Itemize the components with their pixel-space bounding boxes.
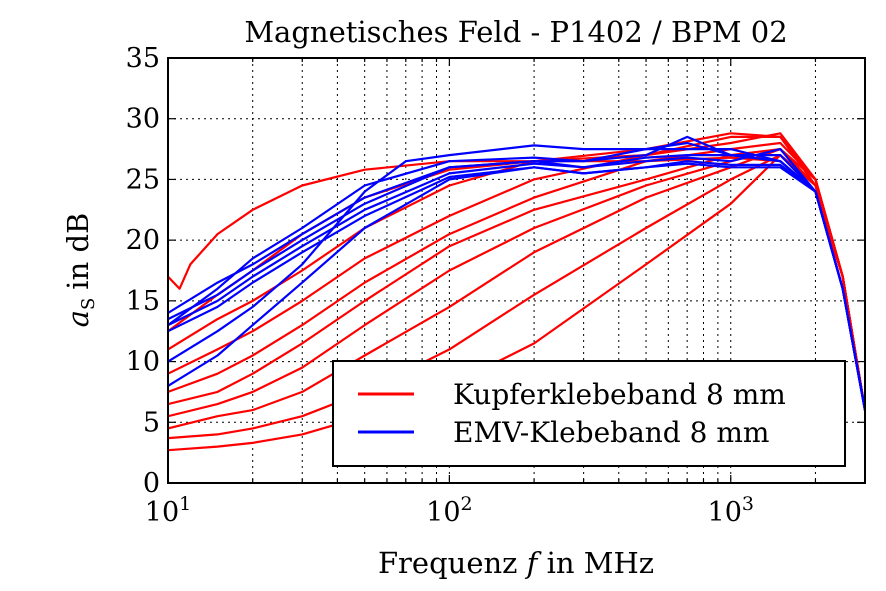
y-tick-label: 15 — [126, 286, 160, 317]
x-tick-label-base: 10 — [145, 497, 179, 528]
y-axis-label-suffix: in dB — [61, 213, 95, 290]
series-line-kupfer-8 — [168, 154, 865, 440]
series-group — [168, 132, 865, 452]
plot-frame — [167, 57, 866, 484]
series-line-emv-13 — [168, 148, 865, 412]
x-tick-label: 102 — [426, 493, 472, 528]
chart-title: Magnetisches Feld - P1402 / BPM 02 — [244, 15, 787, 49]
y-tick-label: 0 — [143, 468, 160, 499]
x-tick-label-exponent: 1 — [179, 493, 191, 515]
y-axis-label-subscript: S — [78, 298, 99, 310]
legend-label-kupfer: Kupferklebeband 8 mm — [453, 378, 786, 411]
x-tick-label-base: 10 — [426, 497, 460, 528]
legend: Kupferklebeband 8 mm EMV-Klebeband 8 mm — [332, 360, 846, 467]
y-tick-labels: 0 5 10 15 20 25 30 35 — [126, 43, 160, 499]
y-tick-label: 35 — [126, 43, 160, 74]
legend-label-emv: EMV-Klebeband 8 mm — [453, 416, 769, 449]
x-tick-label: 101 — [145, 493, 191, 528]
series-line-emv-15 — [168, 162, 865, 412]
x-axis-label: Frequenz f in MHz — [378, 546, 654, 580]
x-tick-label-base: 10 — [708, 497, 742, 528]
y-axis-label-variable: a — [61, 310, 95, 327]
x-axis-label-suffix: in MHz — [547, 546, 654, 580]
y-tick-label: 30 — [126, 104, 160, 135]
y-axis-label: aSin dB — [61, 213, 99, 328]
x-tick-labels: 101 102 103 — [145, 493, 754, 528]
y-tick-label: 20 — [126, 225, 160, 256]
y-tick-label: 10 — [126, 347, 160, 378]
y-tick-label: 5 — [143, 407, 160, 438]
series-line-emv-16 — [168, 141, 865, 412]
x-tick-label: 103 — [708, 493, 754, 528]
x-tick-label-exponent: 2 — [461, 493, 473, 515]
series-line-kupfer-5 — [168, 148, 865, 412]
x-axis-label-variable: f — [525, 546, 543, 580]
y-tick-label: 25 — [126, 164, 160, 195]
x-axis-label-prefix: Frequenz — [378, 546, 518, 580]
x-tick-label-exponent: 3 — [742, 493, 754, 515]
legend-box — [332, 360, 846, 467]
